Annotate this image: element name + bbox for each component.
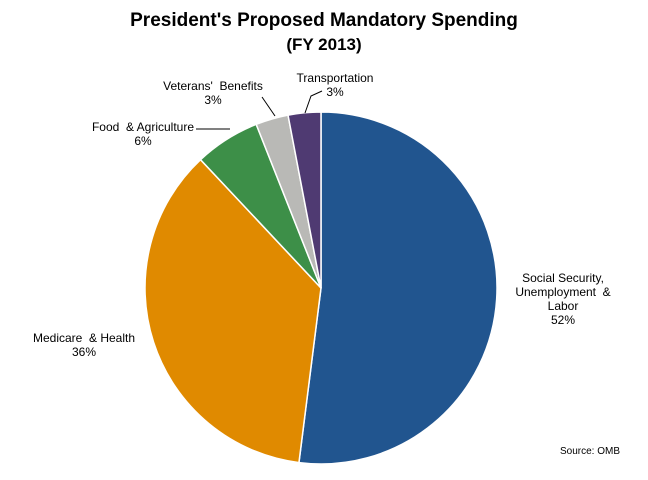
source-note: Source: OMB: [559, 446, 620, 457]
chart-title: President's Proposed Mandatory Spending: [130, 10, 518, 31]
pie-slice-4: [287, 111, 322, 289]
chart-subtitle: (FY 2013): [286, 35, 362, 54]
slice-label-0: Social Security, Unemployment & Labor 52%: [515, 271, 610, 327]
slice-label-2: Food & Agriculture 6%: [92, 120, 194, 148]
pie-slice-0: [298, 111, 498, 465]
pie-slices: [144, 111, 498, 465]
slice-labels: Social Security, Unemployment & Labor 52% Me…: [33, 71, 611, 359]
leader-lines: [196, 90, 323, 130]
slice-label-4: Transportation 3%: [297, 71, 374, 99]
slice-label-3: Veterans' Benefits 3%: [163, 79, 263, 107]
slice-label-1: Medicare & Health 36%: [33, 331, 135, 359]
leader-line-3: [261, 96, 276, 117]
pie-slice-1: [144, 158, 322, 464]
leader-line-4: [304, 90, 323, 114]
